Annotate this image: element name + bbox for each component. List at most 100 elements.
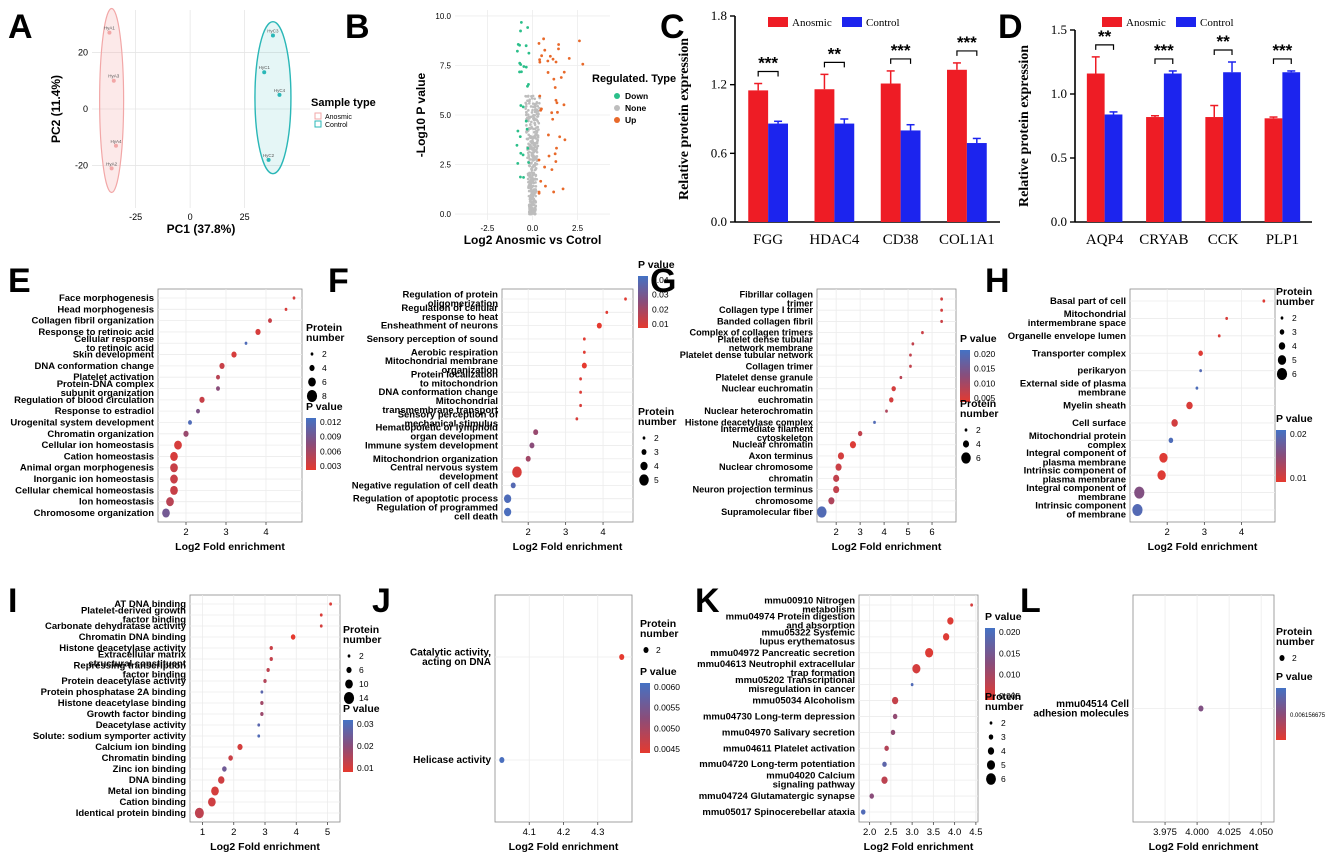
term-label: Histone deacetylase complex xyxy=(685,417,814,427)
y-tick-label: 1.2 xyxy=(711,77,727,92)
size-legend-label: 3 xyxy=(1292,327,1297,337)
size-legend-title: Protein number xyxy=(640,618,679,640)
size-legend-dot xyxy=(641,449,647,455)
color-legend-label: 0.010 xyxy=(974,378,996,388)
term-label: Regulation of cellular response to heat xyxy=(401,303,498,323)
volcano-point-none xyxy=(526,151,530,155)
volcano-point-none xyxy=(532,171,536,175)
panel-label-g: G xyxy=(650,262,676,300)
enrichment-dot xyxy=(290,634,296,640)
x-category-label: COL1A1 xyxy=(939,232,995,248)
volcano-point-up xyxy=(554,60,558,64)
size-legend-label: 5 xyxy=(1292,355,1297,365)
volcano-point-none xyxy=(530,161,533,164)
size-legend-label: 2 xyxy=(976,425,981,435)
enrichment-dot xyxy=(970,603,973,607)
x-tick-label: 3.5 xyxy=(927,827,940,838)
volcano-point-none xyxy=(527,133,531,137)
term-label: mmu04611 Platelet activation xyxy=(723,743,855,754)
panel-label-j: J xyxy=(372,582,391,620)
enrichment-dot xyxy=(899,375,903,380)
volcano-point-up xyxy=(553,152,557,156)
plot-area xyxy=(816,288,957,523)
enrichment-dot xyxy=(1195,386,1199,390)
volcano-point-down xyxy=(527,51,531,55)
term-label: Protein-DNA complex subunit organization xyxy=(57,379,155,399)
term-label: Regulation of apoptotic process xyxy=(353,494,498,505)
term-label: Aerobic respiration xyxy=(411,347,498,358)
color-legend-label: 0.015 xyxy=(974,364,996,374)
volcano-point-down xyxy=(524,65,528,69)
term-label: Deacetylase activity xyxy=(96,720,187,731)
volcano-point-none xyxy=(530,167,533,171)
volcano-point-none xyxy=(530,207,534,210)
size-legend-dot xyxy=(962,440,970,448)
y-tick-label: 0.5 xyxy=(1051,150,1067,165)
term-label: Solute: sodium symporter activity xyxy=(33,731,187,742)
volcano-point-up xyxy=(562,70,566,74)
enrichment-dot xyxy=(1186,401,1193,410)
term-label: Platelet dense tubular network membrane xyxy=(718,334,814,353)
term-label: Ion homeostasis xyxy=(79,497,154,508)
color-legend-title: P value xyxy=(985,611,1022,623)
legend-item: None xyxy=(625,103,647,113)
volcano-point-none xyxy=(526,177,530,181)
term-label: Nuclear euchromatin xyxy=(722,384,814,394)
enrichment-dot xyxy=(921,331,924,335)
volcano-point-up xyxy=(550,168,554,172)
enrichment-dot xyxy=(849,441,857,449)
volcano-point-none xyxy=(527,194,531,198)
volcano-point-none xyxy=(529,123,532,126)
term-label: DNA conformation change xyxy=(35,361,154,372)
volcano-point-none xyxy=(530,175,534,179)
significance-bracket xyxy=(890,58,912,64)
y-axis-label: -Log10 P value xyxy=(414,72,428,157)
volcano-point-none xyxy=(535,177,539,181)
pca-point xyxy=(113,143,118,148)
bar-anosmic xyxy=(1205,117,1224,222)
volcano-point-none xyxy=(535,162,539,166)
color-legend-label: 0.0055 xyxy=(654,703,680,713)
x-category-label: HDAC4 xyxy=(809,232,860,248)
panel-label-k: K xyxy=(695,582,720,620)
enrichment-dot xyxy=(624,297,627,301)
volcano-point-none xyxy=(533,118,536,122)
volcano-point-none xyxy=(536,136,540,139)
plot-area xyxy=(157,288,303,523)
significance-stars: *** xyxy=(957,33,977,52)
x-category-label: AQP4 xyxy=(1086,232,1124,248)
enrichment-dot xyxy=(575,417,579,421)
term-label: Collagen fibril organization xyxy=(32,316,155,327)
size-legend-label: 10 xyxy=(359,679,369,689)
enrichment-dot xyxy=(174,440,182,450)
x-tick-label: 3 xyxy=(563,527,568,538)
volcano-point-none xyxy=(537,121,541,125)
y-axis-label: Relative protein expression xyxy=(1017,45,1032,207)
size-legend-title: Protein number xyxy=(960,398,999,420)
term-label: Cellular ion homeostasis xyxy=(42,440,154,451)
volcano-point-none xyxy=(528,173,532,177)
y-axis-label: Relative protein expression xyxy=(677,38,692,200)
volcano-point-up xyxy=(538,94,542,98)
significance-stars: *** xyxy=(758,54,778,73)
size-legend-label: 3 xyxy=(654,447,659,457)
size-legend-dot xyxy=(346,666,352,674)
legend-dot xyxy=(614,93,620,99)
color-legend-gradient xyxy=(343,720,353,772)
volcano-point-none xyxy=(527,109,530,112)
term-label: Nuclear chromosome xyxy=(719,462,813,472)
enrichment-dot xyxy=(881,776,888,784)
term-label: Regulation of protein oligomerization xyxy=(402,289,498,309)
volcano-point-none xyxy=(531,108,534,112)
volcano-point-none xyxy=(531,114,535,118)
enrichment-dot xyxy=(1159,452,1168,463)
volcano-point-up xyxy=(540,107,543,111)
legend-title: Regulated. Type xyxy=(592,73,676,85)
term-label: mmu04613 Neutrophil extracellular trap fo… xyxy=(697,659,855,679)
significance-stars: *** xyxy=(1154,41,1174,60)
volcano-point-up xyxy=(561,187,565,191)
legend-item: Anosmic xyxy=(792,17,832,29)
enrichment-dot xyxy=(942,633,950,641)
x-tick-label: 1 xyxy=(200,827,205,838)
term-label: mmu05034 Alcoholism xyxy=(752,696,855,707)
